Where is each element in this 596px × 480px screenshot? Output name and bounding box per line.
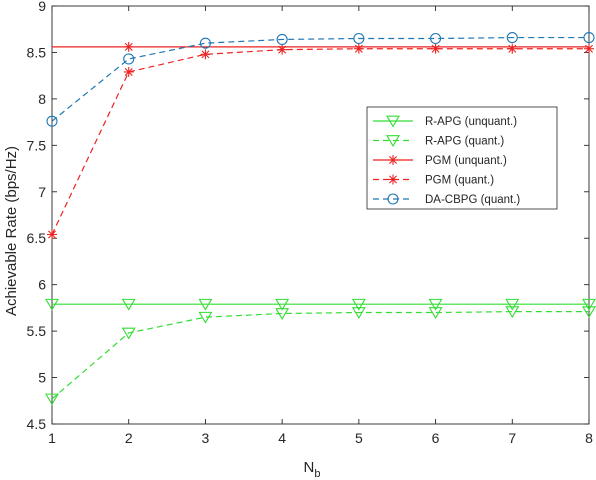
triangle-down-icon: [505, 306, 520, 319]
legend-item: DA-CBPG (quant.): [373, 193, 520, 206]
y-tick-label: 7: [38, 184, 46, 200]
series-line: [51, 48, 589, 235]
star-icon: [200, 49, 211, 60]
series-line: [51, 311, 589, 400]
star-icon: [507, 43, 518, 54]
x-axis-label: Nb: [304, 459, 321, 480]
circle-icon: [123, 53, 135, 65]
triangle-down-icon: [428, 307, 443, 320]
plot-area: [51, 5, 590, 425]
star-icon: [353, 43, 364, 54]
triangle-down-icon: [351, 307, 366, 320]
x-tick-label: 5: [355, 430, 363, 446]
triangle-down-icon: [582, 306, 596, 319]
legend-box: [366, 106, 558, 210]
triangle-down-icon: [198, 311, 213, 324]
star-stroke: [201, 50, 210, 59]
legend-label: R-APG (unquant.): [425, 116, 517, 128]
star-icon: [430, 43, 441, 54]
triangle-down-icon: [121, 327, 136, 340]
star-icon: [123, 66, 134, 77]
x-tick-label: 8: [585, 430, 593, 446]
legend: R-APG (unquant.) R-APG (quant.) PGM (unqua…: [366, 106, 558, 210]
triangle-down-icon: [275, 298, 290, 311]
y-axis-label: Achievable Rate (bps/Hz): [3, 146, 20, 316]
legend-item: PGM (unquant.): [373, 155, 507, 167]
legend-item: R-APG (unquant.): [373, 115, 517, 128]
star-icon: [47, 229, 57, 240]
circle-icon: [430, 32, 442, 45]
star-stroke: [389, 156, 397, 164]
star-icon: [584, 43, 594, 54]
y-tick-label: 4.5: [27, 416, 47, 432]
series-line: [51, 36, 589, 122]
star-icon: [388, 155, 398, 165]
star-stroke: [48, 230, 56, 239]
star-stroke: [354, 44, 363, 53]
legend-item: R-APG (quant.): [373, 135, 504, 148]
x-tick-label: 3: [202, 430, 210, 446]
legend-label: PGM (quant.): [425, 175, 494, 187]
star-icon: [388, 174, 398, 185]
triangle-down-icon: [386, 115, 400, 128]
triangle-down-icon: [428, 298, 443, 311]
star-stroke: [508, 44, 517, 53]
triangle-down-icon: [275, 308, 290, 320]
series-marker-group: [46, 32, 595, 127]
x-axis-label-main: N: [304, 459, 315, 476]
triangle-down-icon: [505, 298, 520, 311]
x-tick-label: 1: [48, 430, 56, 446]
y-tick-label: 6: [38, 277, 46, 293]
series-lines: [51, 36, 589, 400]
x-axis-label-subscript: b: [314, 468, 320, 480]
star-icon: [123, 41, 134, 52]
star-stroke: [431, 44, 440, 53]
y-tick-label: 5: [38, 370, 46, 386]
star-stroke: [389, 175, 397, 184]
triangle-down-icon: [45, 393, 59, 406]
star-stroke: [124, 67, 133, 76]
series-markers: [45, 32, 596, 406]
circle-icon: [353, 32, 365, 45]
circle-icon: [199, 37, 211, 49]
star-stroke: [278, 45, 287, 54]
circle-icon: [506, 32, 518, 44]
y-tick-label: 9: [38, 0, 46, 14]
axis-ticks: 1 2 3 4 5 6 7 8 4.5 5 5.5 6 6.5 7 7.5 8 8.5 9: [27, 0, 594, 446]
legend-label: R-APG (quant.): [425, 136, 504, 148]
y-tick-label: 7.5: [27, 137, 47, 153]
star-icon: [277, 44, 288, 55]
series-marker-group: [45, 306, 596, 406]
circle-icon: [583, 32, 595, 44]
y-tick-label: 8.5: [27, 44, 47, 60]
circle-icon: [46, 115, 58, 127]
plot-frame: [51, 5, 590, 425]
circle-icon: [276, 33, 288, 45]
legend-label: DA-CBPG (quant.): [425, 194, 520, 206]
legend-item: PGM (quant.): [373, 174, 494, 187]
y-tick-label: 6.5: [27, 230, 47, 246]
circle-icon: [387, 193, 399, 205]
x-tick-label: 6: [432, 430, 440, 446]
triangle-down-icon: [121, 298, 136, 311]
x-tick-label: 4: [278, 430, 286, 446]
series-marker-group: [123, 41, 134, 52]
series-marker-group: [47, 43, 594, 240]
x-tick-label: 7: [508, 430, 516, 446]
x-tick-label: 2: [125, 430, 133, 446]
y-tick-label: 8: [38, 91, 46, 107]
legend-label: PGM (unquant.): [425, 155, 507, 167]
triangle-down-icon: [198, 298, 213, 311]
star-stroke: [585, 44, 593, 53]
y-tick-label: 5.5: [27, 323, 47, 339]
series-marker-group: [45, 298, 596, 311]
star-stroke: [124, 42, 133, 51]
triangle-down-icon: [45, 298, 59, 311]
triangle-down-icon: [582, 298, 596, 311]
triangle-down-icon: [386, 135, 400, 147]
triangle-down-icon: [351, 298, 366, 311]
